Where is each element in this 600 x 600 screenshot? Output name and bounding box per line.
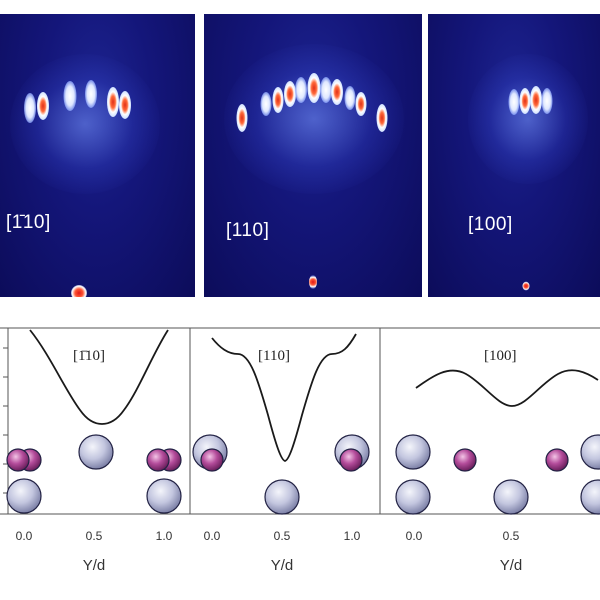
- diffraction-spot: [85, 80, 97, 108]
- panel-label: [110]: [258, 348, 290, 364]
- x-tick-label: 0.0: [406, 529, 423, 543]
- x-tick-label: 1.0: [344, 529, 361, 543]
- diffraction-panel-110: [110]: [204, 14, 422, 297]
- x-tick-label: 0.5: [274, 529, 291, 543]
- small-atom: [339, 448, 363, 472]
- large-atom: [493, 479, 529, 515]
- large-atom: [78, 434, 114, 470]
- diffraction-spot: [37, 92, 49, 120]
- diffraction-spot: [331, 79, 343, 105]
- large-atom: [395, 479, 431, 515]
- small-atom: [200, 448, 224, 472]
- x-tick-label: 0.0: [204, 529, 221, 543]
- x-tick-label: 1.0: [156, 529, 173, 543]
- diffraction-panel-1-10: [1̄​10]: [0, 14, 195, 297]
- small-atom: [6, 448, 30, 472]
- large-atom: [6, 478, 42, 514]
- panel-label: [1̄​10]: [6, 212, 51, 233]
- diffraction-spot: [24, 93, 36, 123]
- small-atom: [545, 448, 569, 472]
- diffraction-spot: [119, 91, 131, 119]
- x-tick-label: 0.5: [503, 529, 520, 543]
- panel-label: [110]: [226, 220, 270, 241]
- x-axis-title: Y/d: [500, 557, 523, 574]
- diffraction-spot: [272, 87, 284, 113]
- diffraction-spot: [376, 104, 388, 132]
- diffraction-spot: [236, 104, 248, 132]
- diffraction-spot: [295, 77, 307, 103]
- large-atom: [580, 479, 600, 515]
- y-ticks: [3, 347, 8, 494]
- x-axis-title: Y/d: [83, 557, 106, 574]
- small-atom: [146, 448, 170, 472]
- diffraction-spot: [344, 86, 356, 110]
- potential-model-figure: [1̄​10] [110] [100] 0.0 0.5 1.0 0.0 0.5 …: [0, 327, 600, 574]
- diffraction-spot: [320, 77, 332, 103]
- diffraction-halo: [468, 54, 588, 184]
- panel-label: [100]: [484, 348, 517, 364]
- diffraction-spot: [307, 73, 321, 103]
- diffraction-spot: [284, 81, 296, 107]
- panel-label: [1̄​10]: [73, 348, 105, 364]
- x-axis-title: Y/d: [271, 557, 294, 574]
- direct-beam-spot: [309, 275, 317, 289]
- diffraction-spot: [508, 89, 520, 115]
- large-atom: [264, 479, 300, 515]
- x-tick-label: 0.0: [16, 529, 33, 543]
- diffraction-spot: [260, 92, 272, 116]
- atom-model-1-10: [6, 434, 182, 514]
- x-tick-label: 0.5: [86, 529, 103, 543]
- panel-label: [100]: [468, 214, 513, 235]
- direct-beam-spot: [71, 285, 87, 297]
- panel-frames: [0, 327, 600, 515]
- diffraction-spot: [355, 92, 367, 116]
- diffraction-halo: [10, 54, 160, 194]
- large-atom: [395, 434, 431, 470]
- large-atom: [146, 478, 182, 514]
- diffraction-spot: [63, 81, 77, 111]
- direct-beam-spot: [522, 281, 530, 291]
- potential-curve-1-10: [29, 329, 169, 425]
- atom-model-110: [192, 434, 370, 515]
- small-atom: [453, 448, 477, 472]
- diffraction-spot: [107, 87, 119, 117]
- diffraction-spot: [519, 88, 531, 114]
- potential-curve-100: [415, 369, 599, 407]
- atom-model-100: [395, 434, 600, 515]
- large-atom: [580, 434, 600, 470]
- diffraction-halo: [224, 44, 404, 194]
- diffraction-spot: [541, 88, 553, 114]
- diffraction-panel-100: [100]: [428, 14, 600, 297]
- diffraction-spot: [530, 86, 542, 114]
- potential-curve-110: [211, 333, 357, 462]
